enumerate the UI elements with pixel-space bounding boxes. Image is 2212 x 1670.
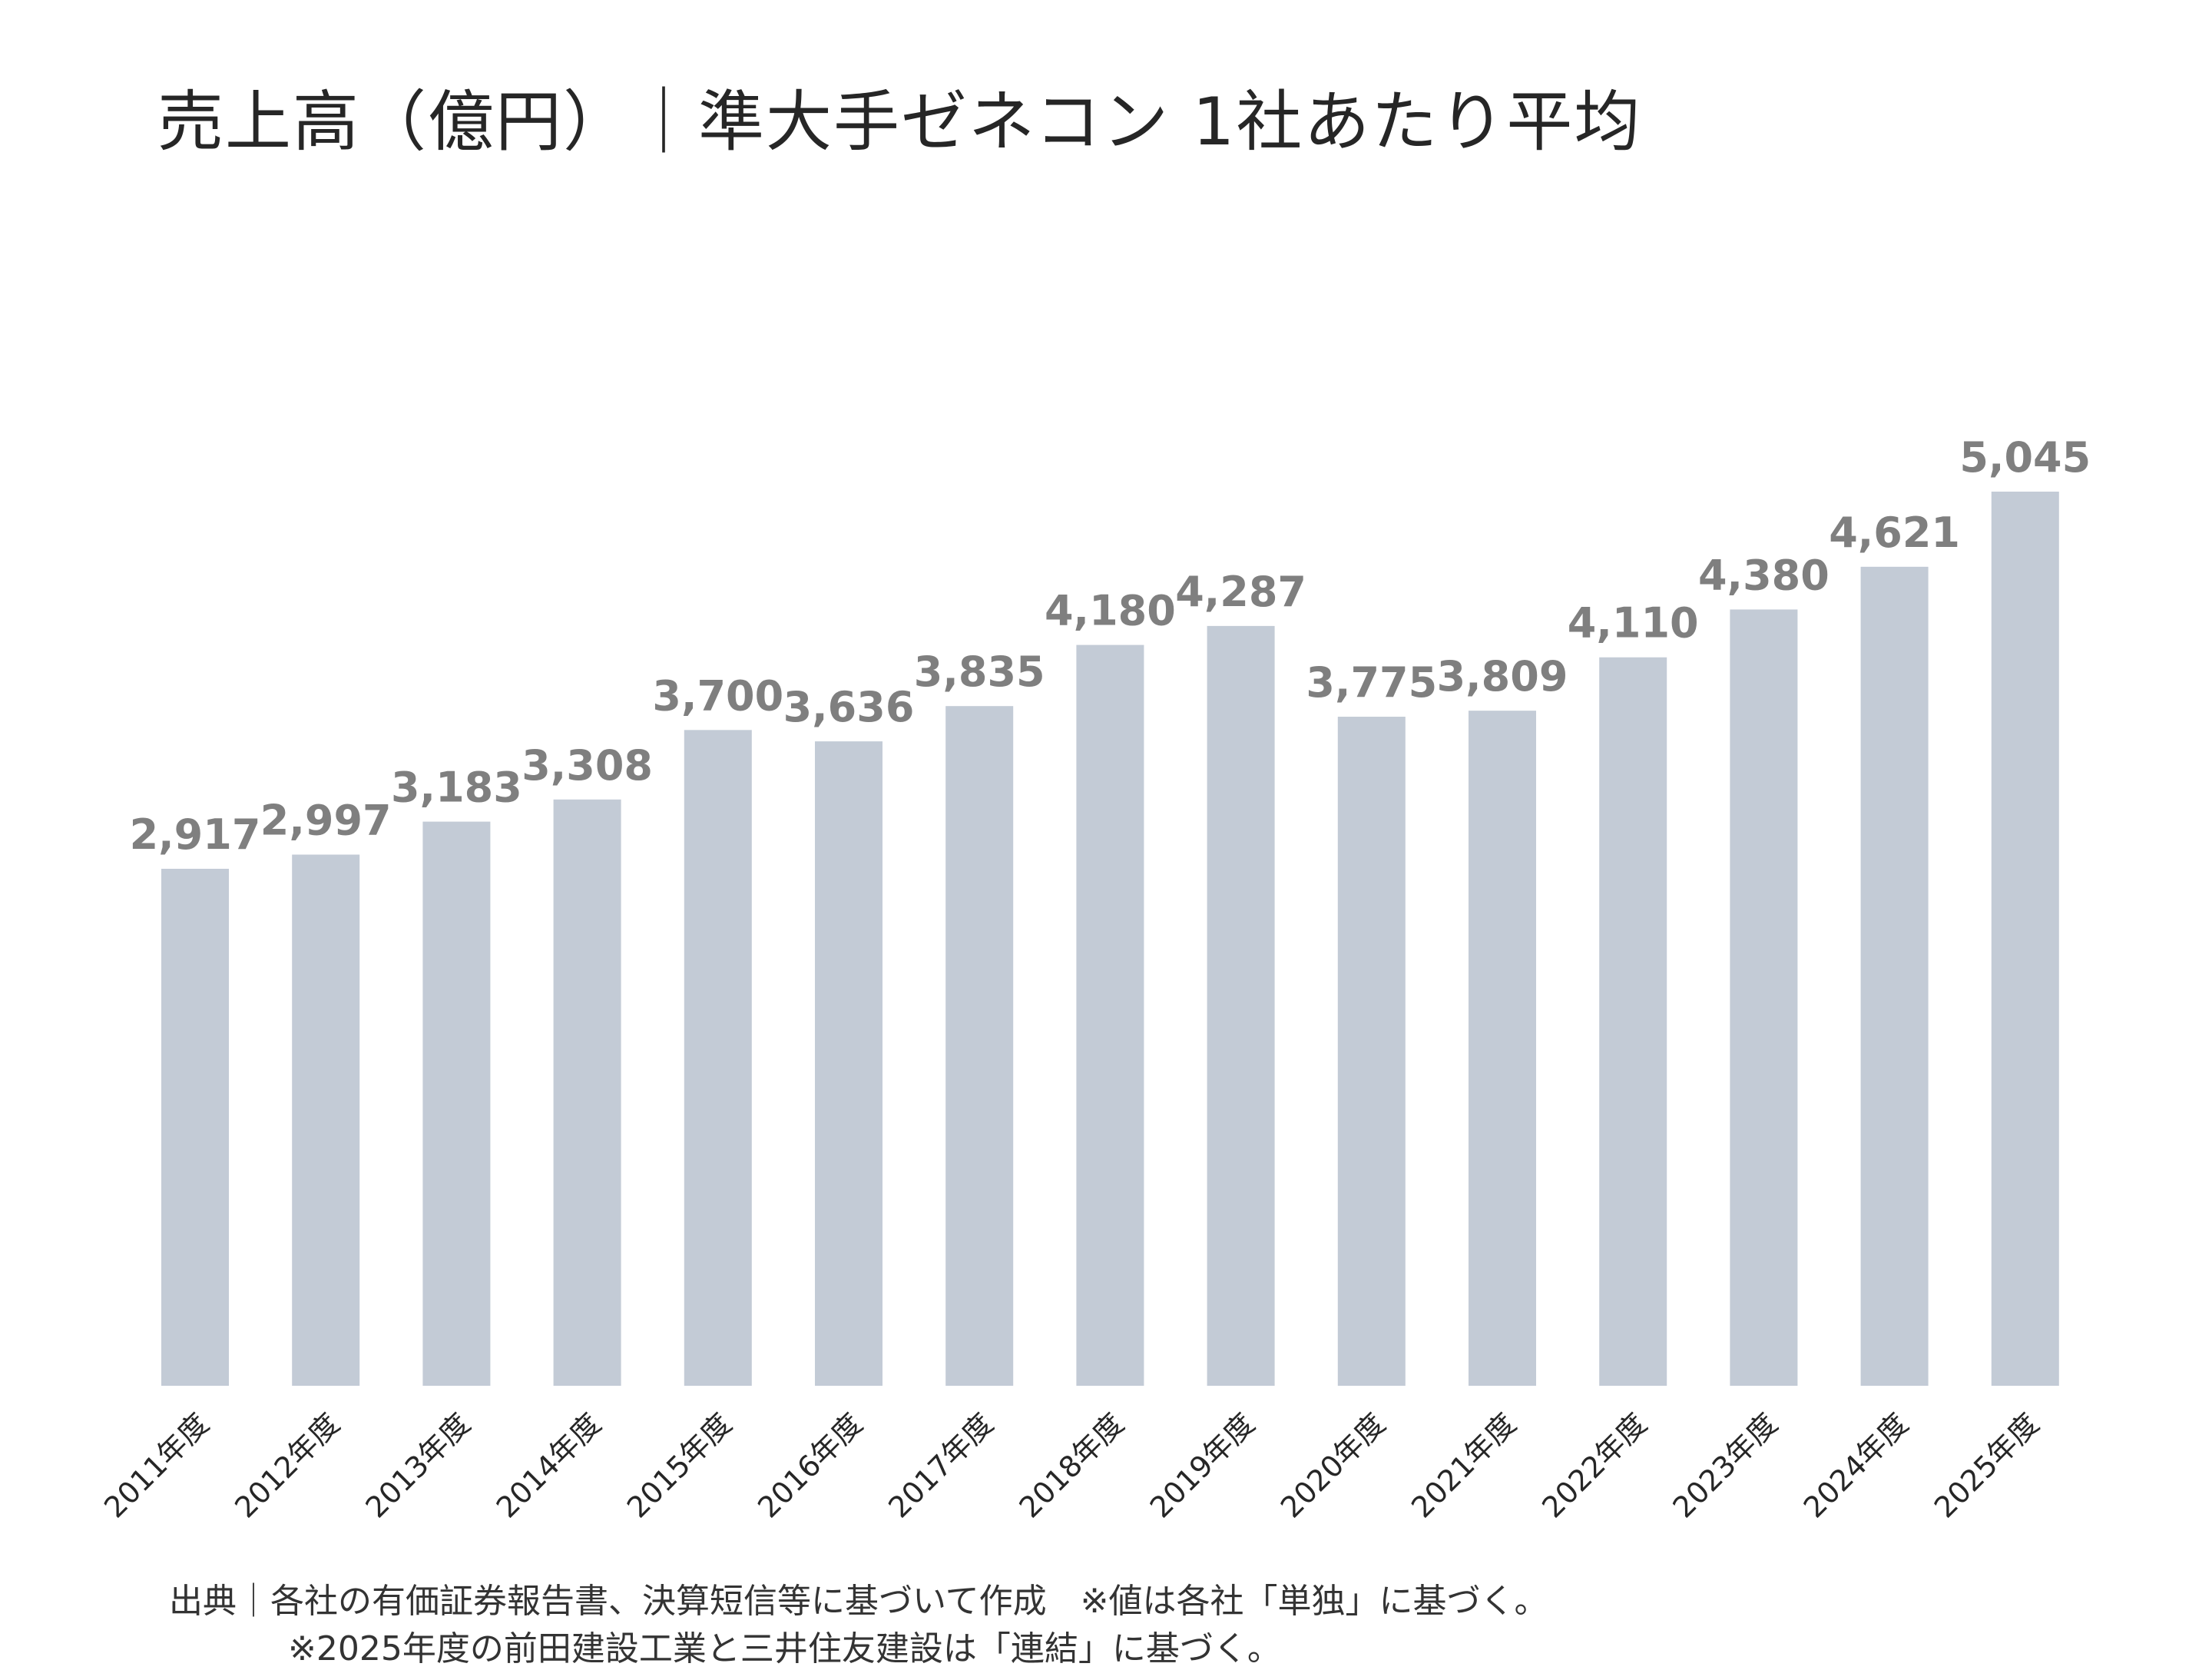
x-tick-label: 2024年度 xyxy=(1797,1407,1915,1524)
bar-2025年度 xyxy=(1991,492,2059,1386)
data-label-2023年度: 4,380 xyxy=(1698,551,1830,599)
chart-title: 売上高（億円）｜準大手ゼネコン 1社あたり平均 xyxy=(157,84,1642,161)
bar-2015年度 xyxy=(684,730,752,1386)
x-tick-label: 2017年度 xyxy=(882,1407,999,1524)
x-tick-label: 2023年度 xyxy=(1667,1407,1784,1524)
x-tick-label: 2016年度 xyxy=(751,1407,869,1524)
x-tick-label: 2018年度 xyxy=(1013,1407,1131,1524)
bar-2019年度 xyxy=(1207,625,1275,1386)
data-label-2015年度: 3,700 xyxy=(652,671,783,720)
x-tick-label: 2015年度 xyxy=(621,1407,738,1524)
bar-2017年度 xyxy=(945,706,1014,1386)
x-tick-label: 2013年度 xyxy=(359,1407,477,1524)
x-tick-label: 2012年度 xyxy=(228,1407,346,1524)
data-label-2018年度: 4,180 xyxy=(1045,587,1176,635)
bar-2011年度 xyxy=(161,868,229,1386)
data-label-2017年度: 3,835 xyxy=(914,648,1045,696)
bar-2012年度 xyxy=(292,854,360,1386)
bar-2024年度 xyxy=(1860,566,1929,1386)
data-label-2012年度: 2,997 xyxy=(260,797,392,845)
x-tick-label: 2025年度 xyxy=(1928,1407,2045,1524)
x-tick-label: 2022年度 xyxy=(1535,1407,1653,1524)
bar-2023年度 xyxy=(1730,609,1798,1386)
bar-2018年度 xyxy=(1076,644,1144,1386)
bar-2013年度 xyxy=(422,821,491,1386)
bar-2014年度 xyxy=(553,799,621,1386)
source-note: 出典｜各社の有価証券報告書、決算短信等に基づいて作成 ※値は各社「単独」に基づく… xyxy=(169,1582,1548,1621)
x-tick-label: 2020年度 xyxy=(1274,1407,1392,1524)
bar-2021年度 xyxy=(1469,711,1536,1386)
x-tick-label: 2021年度 xyxy=(1405,1407,1522,1524)
bar-2016年度 xyxy=(815,741,882,1386)
data-label-2011年度: 2,917 xyxy=(130,810,261,859)
data-label-2013年度: 3,183 xyxy=(391,764,522,812)
data-label-2019年度: 4,287 xyxy=(1175,568,1306,616)
x-tick-label: 2019年度 xyxy=(1144,1407,1261,1524)
data-label-2024年度: 4,621 xyxy=(1829,509,1960,557)
x-tick-label: 2011年度 xyxy=(98,1407,215,1524)
footnote: ※2025年度の前田建設工業と三井住友建設は「連結」に基づく。 xyxy=(288,1629,1281,1668)
bar-2022年度 xyxy=(1599,657,1667,1386)
data-label-2025年度: 5,045 xyxy=(1959,433,2091,482)
x-tick-label: 2014年度 xyxy=(490,1407,608,1524)
data-label-2021年度: 3,809 xyxy=(1437,652,1568,701)
data-label-2014年度: 3,308 xyxy=(522,741,653,790)
data-label-2020年度: 3,775 xyxy=(1306,658,1437,707)
data-label-2022年度: 4,110 xyxy=(1568,599,1699,648)
bar-2020年度 xyxy=(1337,717,1406,1386)
data-label-2016年度: 3,636 xyxy=(783,683,915,731)
